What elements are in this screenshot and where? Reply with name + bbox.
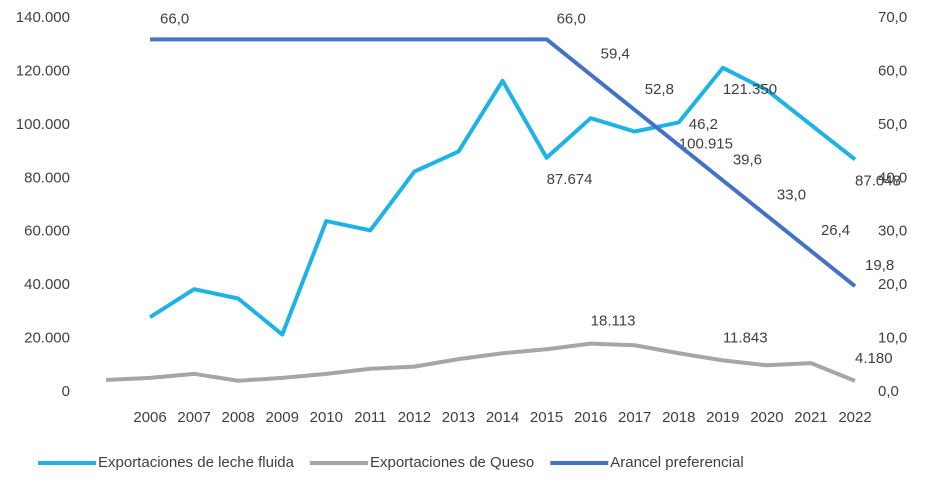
y-tick-label: 140.000 <box>16 9 70 26</box>
legend-label: Arancel preferencial <box>610 454 743 471</box>
data-label: 33,0 <box>777 187 806 204</box>
data-label: 100.915 <box>679 135 733 152</box>
y-tick-label: 20.000 <box>24 330 70 347</box>
legend-label: Exportaciones de Queso <box>370 454 534 471</box>
y2-tick-label: 0,0 <box>878 383 899 400</box>
y-tick-label: 40.000 <box>24 276 70 293</box>
x-tick-label: 2021 <box>794 409 827 426</box>
data-label: 59,4 <box>601 46 630 63</box>
data-label: 87.674 <box>547 171 593 188</box>
x-tick-label: 2016 <box>574 409 607 426</box>
data-label: 26,4 <box>821 222 850 239</box>
y-tick-label: 120.000 <box>16 62 70 79</box>
x-tick-label: 2017 <box>618 409 651 426</box>
y-tick-label: 0 <box>62 383 70 400</box>
data-label: 4.180 <box>855 350 893 367</box>
data-label: 52,8 <box>645 81 674 98</box>
y2-tick-label: 70,0 <box>878 9 907 26</box>
data-label: 46,2 <box>689 116 718 133</box>
data-label: 11.843 <box>723 329 768 346</box>
y2-tick-label: 10,0 <box>878 330 907 347</box>
x-tick-label: 2015 <box>530 409 563 426</box>
x-tick-label: 2019 <box>706 409 739 426</box>
series-line <box>148 65 857 337</box>
data-label: 39,6 <box>733 151 762 168</box>
x-tick-label: 2006 <box>133 409 166 426</box>
y-tick-label: 100.000 <box>16 116 70 133</box>
data-label: 66,0 <box>160 10 189 27</box>
data-label: 121.350 <box>723 81 777 98</box>
series-line <box>105 341 856 383</box>
legend-label: Exportaciones de leche fluida <box>98 454 295 471</box>
x-tick-label: 2011 <box>354 409 386 426</box>
x-tick-label: 2010 <box>310 409 343 426</box>
y2-tick-label: 50,0 <box>878 116 907 133</box>
x-tick-label: 2018 <box>662 409 695 426</box>
y2-tick-label: 20,0 <box>878 276 907 293</box>
x-tick-label: 2022 <box>838 409 871 426</box>
x-tick-label: 2020 <box>750 409 783 426</box>
data-label: 66,0 <box>557 10 586 27</box>
x-tick-label: 2014 <box>486 409 519 426</box>
y-tick-label: 80.000 <box>24 169 70 186</box>
x-tick-label: 2009 <box>266 409 299 426</box>
x-tick-label: 2007 <box>177 409 210 426</box>
series-line <box>150 37 857 288</box>
y2-tick-label: 30,0 <box>878 223 907 240</box>
x-tick-label: 2013 <box>442 409 475 426</box>
data-label: 19,8 <box>865 257 894 274</box>
y2-tick-label: 60,0 <box>878 62 907 79</box>
data-label: 87.048 <box>855 172 901 189</box>
data-label: 18.113 <box>591 313 636 330</box>
x-tick-label: 2012 <box>398 409 431 426</box>
y2-tick-label: 40,0 <box>878 169 907 186</box>
y-tick-label: 60.000 <box>24 223 70 240</box>
x-tick-label: 2008 <box>221 409 254 426</box>
